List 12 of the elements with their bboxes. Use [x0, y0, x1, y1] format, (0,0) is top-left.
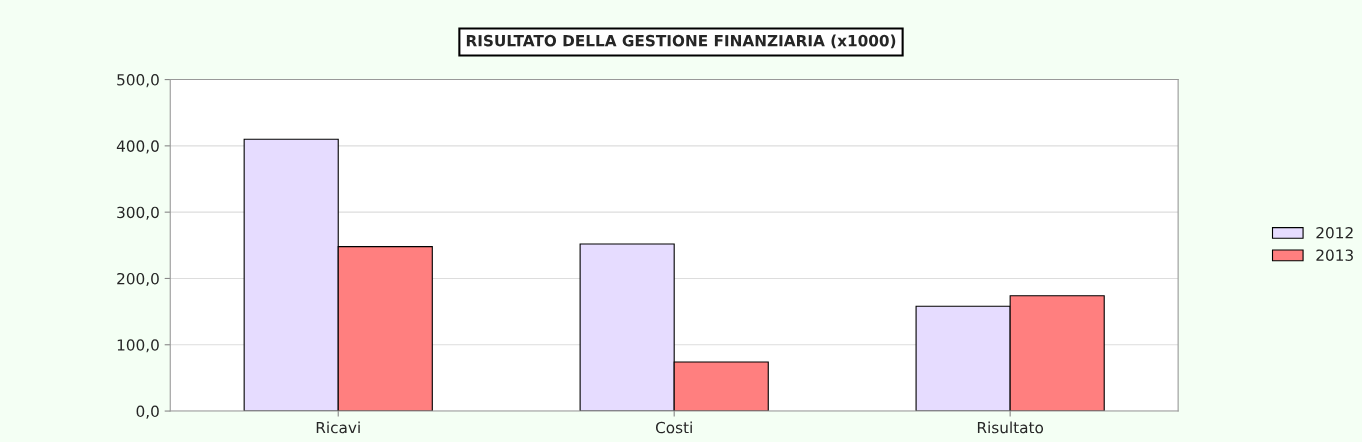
y-tick-label: 500,0 — [117, 74, 159, 88]
y-tick-label: 100,0 — [117, 339, 159, 353]
legend-label: 2013 — [1316, 249, 1353, 261]
legend-label: 2012 — [1316, 226, 1353, 239]
chart-title: RISULTATO DELLA GESTIONE FINANZIARIA (x1000) — [466, 34, 896, 49]
y-tick-label: 300,0 — [117, 206, 159, 220]
y-tick-label: 0,0 — [136, 405, 159, 419]
x-tick-label: Costi — [655, 421, 692, 434]
x-tick-label: Risultato — [977, 421, 1044, 434]
x-tick-label: Ricavi — [316, 421, 360, 434]
y-tick-label: 400,0 — [116, 140, 159, 154]
y-tick-label: 200,0 — [117, 272, 159, 287]
